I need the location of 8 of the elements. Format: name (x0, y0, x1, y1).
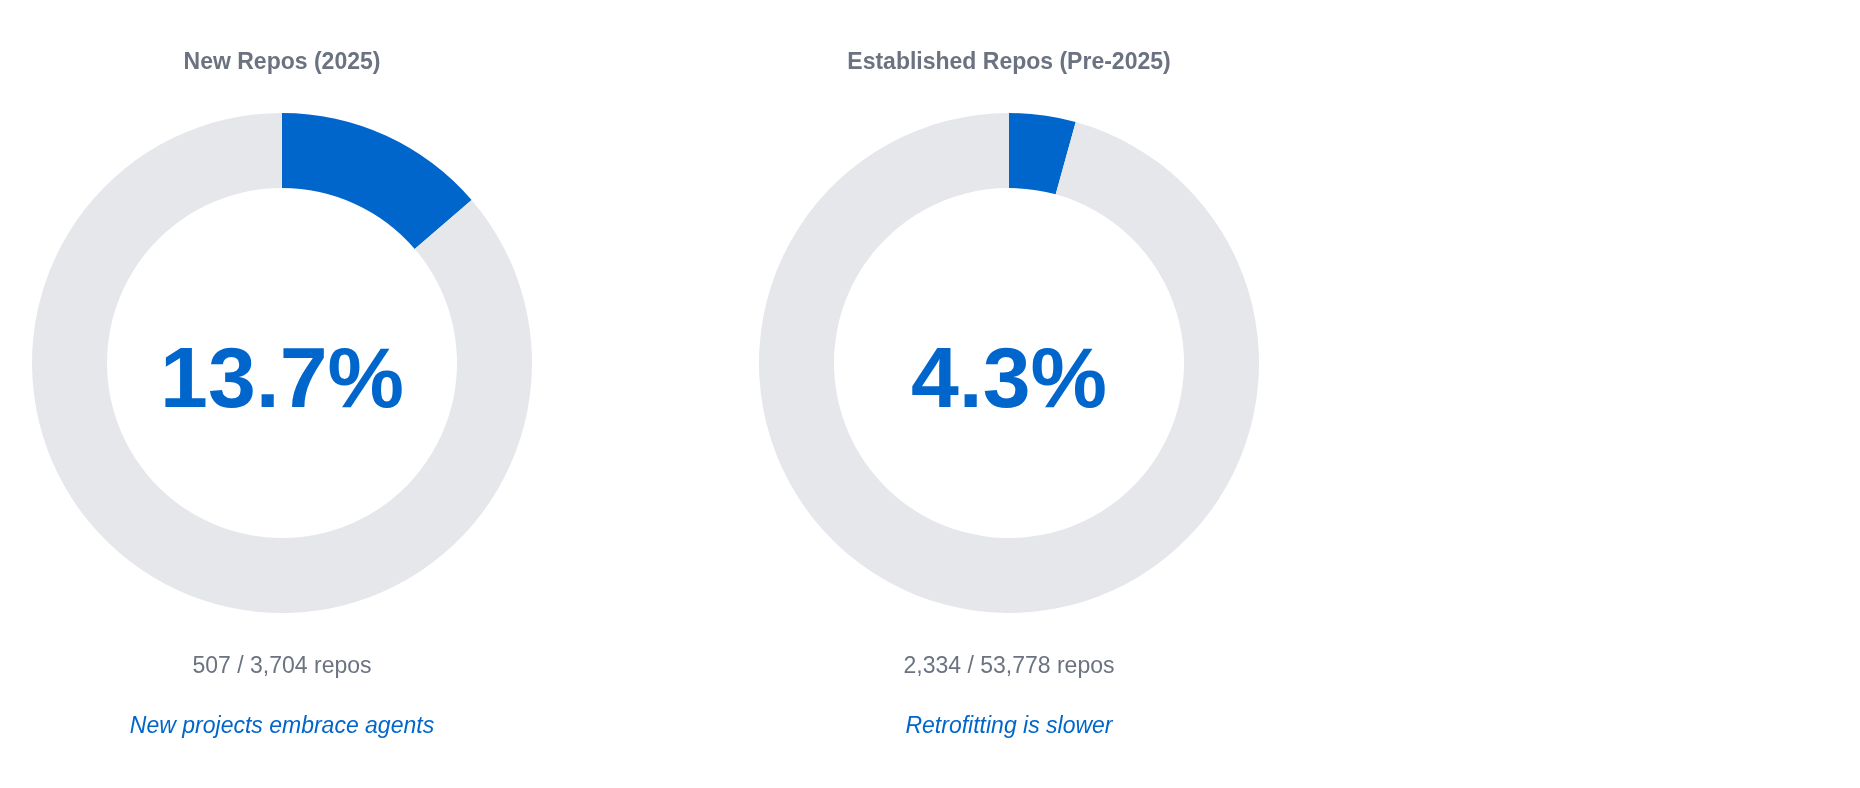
text: 4.3% (910, 329, 1108, 425)
text: 507 / 3,704 repos (192, 651, 372, 678)
text: New projects embrace agents (129, 711, 435, 738)
text: Retrofitting is slower (905, 711, 1114, 738)
text: 13.7% (160, 329, 404, 425)
chart-title: Established Repos (Pre-2025) (847, 47, 1171, 74)
chart-title: New Repos (2025) (183, 47, 381, 74)
text: 2,334 / 53,778 repos (903, 651, 1115, 678)
